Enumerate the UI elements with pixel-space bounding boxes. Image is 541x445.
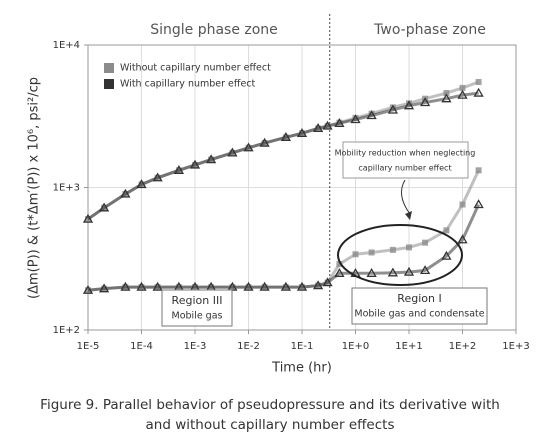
data-point — [350, 114, 361, 124]
data-point — [280, 281, 292, 291]
x-tick-label: 1E+2 — [449, 341, 476, 352]
caption: and without capillary number effects — [146, 417, 395, 433]
data-point — [280, 132, 292, 141]
data-point — [205, 154, 217, 164]
data-point — [243, 142, 254, 152]
data-point — [459, 201, 466, 208]
data-point — [457, 89, 468, 99]
legend-swatch — [104, 79, 114, 89]
y-tick-label: 1E+2 — [53, 325, 80, 336]
data-point — [368, 110, 375, 117]
series-line — [87, 203, 480, 292]
x-tick-label: 1E-2 — [237, 341, 260, 352]
x-tick-label: 1E+3 — [502, 341, 529, 352]
region-title: Region I — [397, 292, 441, 305]
y-tick-label: 1E+4 — [53, 40, 80, 51]
region-title: Region III — [172, 294, 223, 307]
data-point — [475, 78, 482, 85]
data-point — [173, 165, 185, 174]
data-point — [312, 280, 324, 290]
data-point — [120, 281, 131, 291]
data-point — [227, 147, 238, 157]
data-point — [334, 118, 345, 127]
x-tick-label: 1E-1 — [291, 341, 314, 352]
data-point — [352, 251, 359, 258]
data-point — [406, 244, 412, 251]
data-point — [98, 283, 110, 293]
data-point — [459, 84, 466, 91]
data-point — [322, 277, 333, 287]
highlight-ellipse — [337, 224, 463, 286]
data-point — [389, 246, 396, 253]
data-point — [441, 250, 452, 260]
region-box — [161, 289, 233, 327]
legend-swatch — [104, 63, 114, 73]
data-point — [473, 199, 484, 209]
x-tick-label: 1E+0 — [342, 341, 369, 352]
data-point — [259, 281, 270, 291]
data-point — [443, 227, 450, 234]
y-axis-label: (Δm(P)) & (t*Δm′(P)) x 10⁶, psi²/cp — [27, 77, 42, 299]
data-point — [334, 267, 345, 277]
y-tick-label: 1E+3 — [53, 183, 80, 194]
data-point — [403, 100, 415, 110]
x-tick-label: 1E-5 — [77, 341, 100, 352]
zone-label: Single phase zone — [150, 22, 278, 38]
arrow-head — [405, 211, 412, 220]
data-point — [336, 261, 343, 268]
data-point — [368, 249, 375, 256]
data-point — [406, 100, 412, 107]
data-point — [322, 120, 333, 130]
x-tick-label: 1E+1 — [395, 341, 422, 352]
data-point — [312, 123, 324, 133]
data-point — [441, 93, 452, 103]
note-arrow — [400, 179, 411, 215]
data-point — [136, 179, 147, 189]
data-point — [473, 87, 484, 97]
zone-label: Two-phase zone — [373, 22, 486, 38]
data-point — [387, 267, 399, 277]
data-point — [296, 128, 308, 137]
data-point — [296, 281, 308, 291]
data-point — [82, 284, 94, 294]
data-point — [443, 90, 450, 97]
data-point — [475, 167, 482, 174]
data-point — [419, 265, 431, 275]
data-point — [82, 213, 94, 223]
legend-label: Without capillary number effect — [120, 63, 271, 74]
data-point — [259, 137, 270, 147]
region-box — [351, 287, 488, 325]
note-text: capillary number effect — [358, 164, 451, 173]
data-point — [189, 159, 201, 169]
data-point — [422, 239, 429, 246]
x-tick-label: 1E-4 — [130, 341, 153, 352]
data-point — [457, 234, 468, 244]
x-tick-label: 1E-3 — [184, 341, 207, 352]
note-text: Mobility reduction when neglecting — [335, 149, 476, 158]
x-axis-label: Time (hr) — [271, 361, 332, 376]
caption: Figure 9. Parallel behavior of pseudopre… — [40, 397, 500, 413]
data-point — [366, 267, 377, 277]
data-point — [389, 104, 396, 111]
data-point — [403, 266, 415, 276]
note-box — [342, 141, 469, 179]
data-point — [366, 110, 377, 120]
data-point — [152, 281, 163, 291]
data-point — [387, 104, 399, 114]
data-point — [120, 188, 131, 198]
data-point — [419, 97, 431, 107]
data-point — [243, 281, 254, 291]
region-text: Mobile gas and condensate — [354, 309, 484, 320]
data-point — [98, 202, 110, 212]
legend-label: With capillary number effect — [120, 79, 256, 90]
data-point — [136, 281, 147, 291]
region-text: Mobile gas — [172, 311, 223, 322]
data-point — [152, 172, 163, 182]
data-point — [352, 114, 359, 121]
